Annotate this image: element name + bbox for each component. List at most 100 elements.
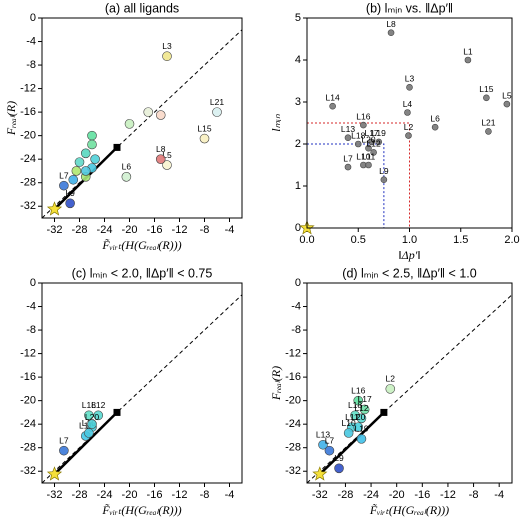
y-tick-label: -4 (26, 300, 36, 312)
x-tick-label: -28 (337, 489, 353, 501)
y-tick-label: 0 (30, 12, 36, 24)
y-tick-label: -32 (285, 465, 301, 477)
square-marker (380, 408, 388, 416)
point-label: L1 (463, 46, 473, 56)
point (87, 130, 97, 141)
y-tick-label: 0 (295, 277, 301, 289)
point-label: L7 (59, 435, 69, 445)
y-tick-label: -8 (291, 324, 301, 336)
x-tick-label: -12 (172, 489, 188, 501)
y-tick-label: -28 (285, 442, 301, 454)
x-tick-label: -24 (363, 489, 379, 501)
point (464, 56, 472, 64)
point (360, 121, 367, 129)
point-label: L16 (351, 385, 365, 395)
point (324, 445, 335, 456)
star-marker (46, 466, 63, 481)
y-tick-label: -20 (20, 130, 36, 142)
y-tick-label: -20 (20, 395, 36, 407)
point (80, 166, 91, 176)
point (370, 149, 377, 156)
y-tick-label: -16 (285, 371, 301, 383)
y-tick-label: -12 (285, 347, 301, 359)
y-tick-label: -32 (20, 200, 36, 212)
y-tick-label: -24 (285, 418, 301, 430)
point-label: L9 (334, 453, 344, 463)
point-label: L2 (404, 122, 414, 132)
point (368, 138, 375, 146)
point-label: L12 (367, 139, 381, 149)
point (365, 161, 372, 169)
point-label: L6 (430, 113, 440, 123)
point (344, 134, 352, 141)
y-tick-label: 2 (295, 138, 301, 150)
y-tick-label: -8 (26, 324, 36, 336)
y-tick-label: -8 (26, 59, 36, 71)
plot-area (307, 294, 512, 483)
x-axis-label: F̃ᵥᵢᵣₜ(H(Gᵣₑₐₗ(R))) (369, 503, 449, 517)
panel-title: (a) all ligands (105, 1, 179, 15)
plot-area (42, 294, 242, 483)
point-label: L8 (156, 144, 166, 154)
point (380, 176, 388, 183)
point (121, 172, 132, 182)
x-tick-label: -28 (72, 489, 88, 501)
y-tick-label: -20 (285, 395, 301, 407)
plot-frame (306, 17, 513, 229)
point (356, 434, 367, 444)
point (162, 51, 172, 62)
point-label: L20 (85, 412, 99, 422)
y-tick-label: -16 (20, 371, 36, 383)
point-label: L18 (82, 400, 96, 410)
y-tick-label: -32 (20, 465, 36, 477)
y-tick-label: -4 (291, 300, 301, 312)
y-tick-label: -4 (26, 35, 36, 47)
point-label: L12 (91, 400, 105, 410)
point-label: L13 (316, 430, 330, 440)
point-label: L11 (345, 412, 359, 422)
point (344, 163, 352, 171)
y-tick-label: -28 (20, 442, 36, 454)
point (503, 100, 511, 108)
x-tick-label: -32 (312, 489, 328, 501)
point (155, 110, 166, 120)
reference-line (53, 411, 118, 476)
x-tick-label: -16 (147, 489, 163, 501)
star-marker (312, 466, 328, 481)
point (71, 166, 82, 176)
y-tick-label: -16 (20, 106, 36, 118)
x-tick-label: -20 (122, 489, 138, 501)
point (405, 132, 412, 139)
point (483, 94, 490, 102)
point (353, 395, 364, 406)
y-tick-label: -12 (20, 347, 36, 359)
x-tick-label: -8 (200, 224, 210, 236)
point-label: L19 (372, 128, 386, 138)
point-label: L18 (351, 130, 365, 140)
x-tick-label: 0.0 (299, 234, 314, 246)
point-label: L19 (354, 424, 368, 434)
point (431, 123, 439, 131)
point-label: L9 (379, 166, 389, 176)
y-tick-label: 0 (295, 222, 301, 234)
y-tick-label: -24 (20, 153, 36, 165)
point (84, 428, 94, 438)
x-tick-label: -16 (147, 224, 163, 236)
panel-title: (b) lₘᵢₙ vs. ‖Δp′‖ (366, 1, 453, 15)
x-tick-label: 0.5 (351, 234, 366, 246)
square-marker (113, 143, 121, 151)
x-tick-label: -28 (72, 224, 88, 236)
point (329, 102, 336, 110)
square-marker (113, 408, 121, 416)
point (162, 160, 172, 170)
point-label: L6 (122, 162, 132, 172)
point (334, 463, 344, 474)
point-label: L15 (479, 84, 493, 94)
point (199, 133, 210, 144)
point-label: L15 (197, 123, 211, 133)
point-label: L20 (351, 412, 365, 422)
point (404, 109, 411, 116)
point (93, 410, 104, 421)
point-label: L10 (342, 418, 356, 428)
y-axis-label: Fᵣₑₐₗ(R) (269, 366, 283, 401)
